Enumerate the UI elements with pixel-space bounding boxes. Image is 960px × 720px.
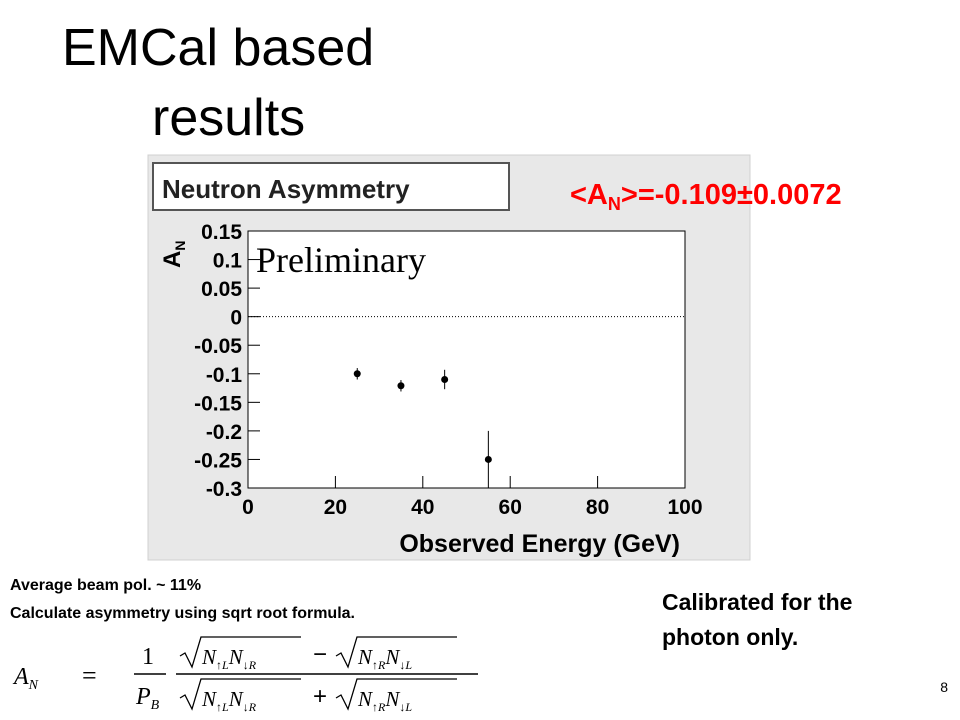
formula-den: PB — [135, 684, 160, 713]
y-tick-label: 0.05 — [201, 278, 242, 301]
y-tick-label: -0.3 — [206, 478, 242, 501]
annotation: Preliminary — [256, 240, 426, 280]
sqrt-sign — [179, 678, 301, 711]
note: Average beam pol. ~ 11% — [10, 577, 201, 594]
slide-title: EMCal based — [62, 19, 374, 77]
formula-den-sub: B — [151, 698, 160, 713]
y-axis-label: AN — [159, 241, 188, 268]
side-note: photon only. — [662, 624, 798, 650]
x-tick-label: 0 — [242, 496, 254, 519]
point — [484, 455, 492, 463]
plot-frame — [247, 230, 686, 489]
chart-title: Neutron Asymmetry — [162, 174, 410, 204]
sqrt-term: N↑RN↓L — [357, 687, 412, 714]
y-tick-label: -0.2 — [206, 421, 242, 444]
term-base: N — [201, 687, 217, 711]
chart-title-box — [152, 162, 510, 211]
point — [397, 382, 405, 390]
y-axis-label-sub: N — [172, 241, 188, 251]
sqrt-sign — [179, 636, 301, 669]
y-axis-label-base: A — [159, 251, 186, 268]
formula-lhs-base: A — [12, 664, 29, 690]
result-sub: N — [608, 194, 621, 214]
term-sub: ↓L — [399, 658, 412, 672]
point — [441, 375, 449, 383]
term-sub: ↑L — [216, 658, 229, 672]
formula-den-base: P — [135, 684, 151, 710]
term-sub: ↓L — [399, 700, 412, 714]
term-sub: ↑L — [216, 700, 229, 714]
term-base: N — [228, 687, 244, 711]
y-tick-label: -0.15 — [194, 392, 242, 415]
page-number: 8 — [940, 679, 948, 695]
y-tick-label: -0.05 — [194, 335, 242, 358]
term-sub: ↑R — [372, 700, 386, 714]
side-note: Calibrated for the — [662, 589, 852, 615]
formula-eq: = — [82, 661, 97, 690]
x-tick-label: 20 — [324, 496, 347, 519]
term-base: N — [228, 645, 244, 669]
formula-lhs-sub: N — [28, 678, 39, 693]
y-tick-label: 0.15 — [201, 221, 242, 244]
formula-minus: − — [313, 641, 327, 668]
result-pre: <A — [570, 179, 608, 211]
x-tick-label: 60 — [499, 496, 522, 519]
x-tick-label: 100 — [667, 496, 702, 519]
term-sub: ↓R — [243, 700, 257, 714]
formula-plus: + — [313, 683, 327, 710]
sqrt-sign — [335, 678, 457, 711]
x-axis-label: Observed Energy (GeV) — [399, 530, 680, 558]
y-tick-label: 0 — [230, 307, 242, 330]
result: <AN>=-0.109±0.0072 — [570, 179, 842, 214]
y-tick-label: -0.25 — [194, 449, 242, 472]
y-tick-label: -0.1 — [206, 364, 243, 387]
note: Calculate asymmetry using sqrt root form… — [10, 605, 355, 622]
result-post: >=-0.109±0.0072 — [621, 179, 842, 211]
x-tick-label: 80 — [586, 496, 609, 519]
term-base: N — [357, 645, 373, 669]
slide-title: results — [152, 89, 305, 147]
formula-num: 1 — [142, 644, 154, 670]
formula-lhs: AN — [12, 664, 39, 693]
y-tick-label: 0.1 — [213, 250, 243, 273]
sqrt-term: N↑LN↓R — [201, 645, 257, 672]
formula-box — [6, 632, 494, 720]
term-base: N — [384, 687, 400, 711]
term-base: N — [357, 687, 373, 711]
term-base: N — [384, 645, 400, 669]
term-sub: ↓R — [243, 658, 257, 672]
term-sub: ↑R — [372, 658, 386, 672]
sqrt-term: N↑LN↓R — [201, 687, 257, 714]
x-tick-label: 40 — [411, 496, 434, 519]
point — [353, 370, 361, 378]
term-base: N — [201, 645, 217, 669]
sqrt-term: N↑RN↓L — [357, 645, 412, 672]
sqrt-sign — [335, 636, 457, 669]
